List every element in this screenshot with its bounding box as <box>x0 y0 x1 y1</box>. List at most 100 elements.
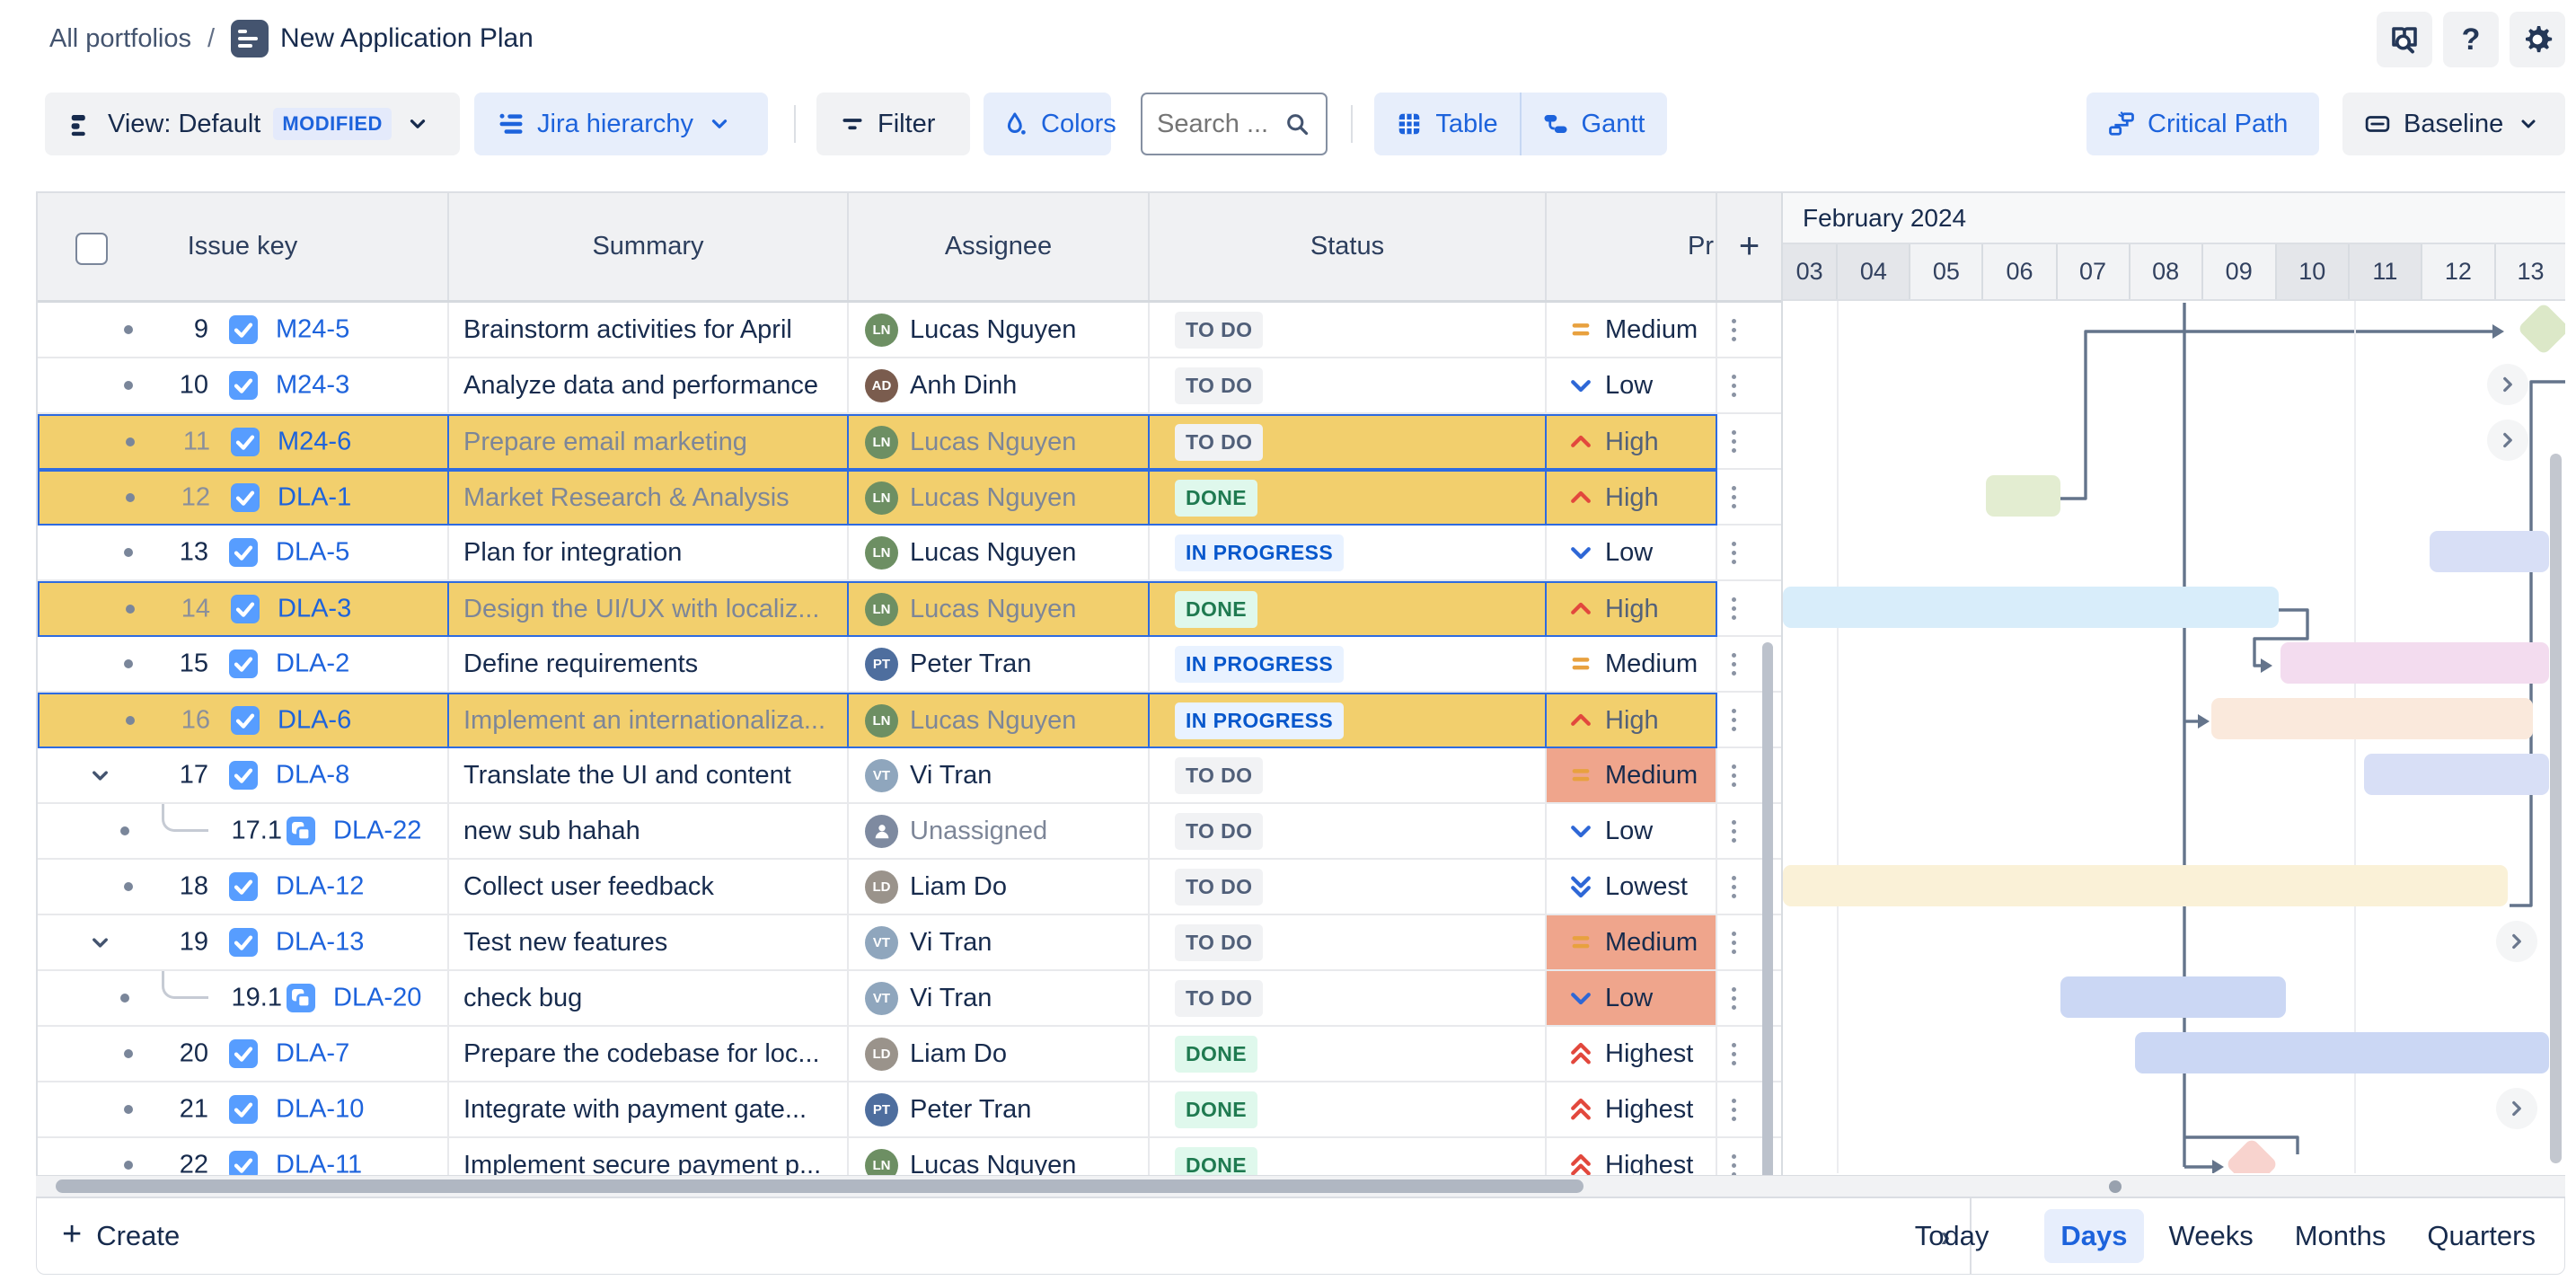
gantt-bar-DLA-3[interactable] <box>1783 587 2279 628</box>
status-cell[interactable]: TO DO <box>1150 915 1547 971</box>
table-row-DLA-6[interactable]: 16DLA-6Implement an internationaliza...L… <box>38 693 1781 748</box>
assignee-cell[interactable]: LNLucas Nguyen <box>849 1138 1150 1175</box>
issue-key-cell[interactable]: 17DLA-8 <box>38 748 449 804</box>
summary-cell[interactable]: Collect user feedback <box>449 860 849 915</box>
priority-cell[interactable]: High <box>1547 470 1717 526</box>
help-button[interactable]: ? <box>2443 12 2499 67</box>
status-cell[interactable]: DONE <box>1150 1082 1547 1138</box>
gantt-offscreen-button-M24-6[interactable] <box>2487 420 2528 461</box>
view-selector-button[interactable]: View: Default MODIFIED <box>45 93 460 155</box>
row-menu-button[interactable] <box>1732 597 1736 620</box>
row-menu-button[interactable] <box>1732 542 1736 564</box>
status-cell[interactable]: IN PROGRESS <box>1150 637 1547 693</box>
table-row-DLA-13[interactable]: 19DLA-13Test new featuresVTVi TranTO DOM… <box>38 915 1781 971</box>
breadcrumb-all-portfolios[interactable]: All portfolios <box>49 24 191 54</box>
table-row-DLA-10[interactable]: 21DLA-10Integrate with payment gate...PT… <box>38 1082 1781 1138</box>
priority-cell[interactable]: High <box>1547 693 1717 748</box>
row-menu-button[interactable] <box>1732 375 1736 397</box>
gantt-milestone-M24-5[interactable] <box>2517 302 2565 355</box>
issue-key-link[interactable]: DLA-7 <box>276 1039 349 1069</box>
row-menu-button[interactable] <box>1732 653 1736 676</box>
summary-cell[interactable]: Prepare email marketing <box>449 414 849 470</box>
gantt-milestone-DLA-11[interactable] <box>2225 1137 2278 1173</box>
row-menu-button[interactable] <box>1732 486 1736 508</box>
filter-button[interactable]: Filter <box>816 93 970 155</box>
issue-key-link[interactable]: DLA-1 <box>278 483 351 513</box>
issue-key-cell[interactable]: 19DLA-13 <box>38 915 449 971</box>
summary-cell[interactable]: Design the UI/UX with localiz... <box>449 581 849 637</box>
priority-cell[interactable]: Low <box>1547 526 1717 581</box>
priority-cell[interactable]: High <box>1547 581 1717 637</box>
summary-cell[interactable]: Implement secure payment p... <box>449 1138 849 1175</box>
row-menu-button[interactable] <box>1732 709 1736 731</box>
assignee-cell[interactable]: VTVi Tran <box>849 915 1150 971</box>
table-hscroll-thumb[interactable] <box>56 1179 1584 1193</box>
status-cell[interactable]: TO DO <box>1150 971 1547 1027</box>
gantt-bar-DLA-12[interactable] <box>1783 865 2508 906</box>
issue-key-link[interactable]: DLA-8 <box>276 761 349 791</box>
table-row-DLA-3[interactable]: 14DLA-3Design the UI/UX with localiz...L… <box>38 581 1781 637</box>
gantt-bar-DLA-7[interactable] <box>2135 1032 2549 1073</box>
status-cell[interactable]: TO DO <box>1150 860 1547 915</box>
row-menu-button[interactable] <box>1732 1043 1736 1065</box>
table-row-M24-6[interactable]: 11M24-6Prepare email marketingLNLucas Ng… <box>38 414 1781 470</box>
select-all-checkbox[interactable] <box>75 233 108 265</box>
create-button[interactable]: + Create <box>62 1198 180 1274</box>
table-row-DLA-12[interactable]: 18DLA-12Collect user feedbackLDLiam DoTO… <box>38 860 1781 915</box>
issue-key-cell[interactable]: 13DLA-5 <box>38 526 449 581</box>
priority-cell[interactable]: High <box>1547 414 1717 470</box>
assignee-cell[interactable]: VTVi Tran <box>849 971 1150 1027</box>
assignee-cell[interactable]: LNLucas Nguyen <box>849 414 1150 470</box>
priority-cell[interactable]: Low <box>1547 804 1717 860</box>
add-column-button[interactable]: + <box>1717 193 1781 300</box>
issue-key-cell[interactable]: 22DLA-11 <box>38 1138 449 1175</box>
table-row-M24-3[interactable]: 10M24-3Analyze data and performanceADAnh… <box>38 358 1781 414</box>
assignee-cell[interactable]: PTPeter Tran <box>849 637 1150 693</box>
hierarchy-selector-button[interactable]: Jira hierarchy <box>474 93 768 155</box>
gantt-offscreen-button-M24-3[interactable] <box>2487 364 2528 405</box>
row-menu-button[interactable] <box>1732 820 1736 843</box>
assignee-cell[interactable]: LDLiam Do <box>849 1027 1150 1082</box>
issue-key-cell[interactable]: 17.1DLA-22 <box>38 804 449 860</box>
zoom-option-quarters[interactable]: Quarters <box>2411 1209 2552 1263</box>
table-row-DLA-11[interactable]: 22DLA-11Implement secure payment p...LNL… <box>38 1138 1781 1175</box>
row-menu-button[interactable] <box>1732 932 1736 954</box>
issue-key-cell[interactable]: 9M24-5 <box>38 303 449 358</box>
issue-key-link[interactable]: DLA-5 <box>276 538 349 568</box>
status-cell[interactable]: DONE <box>1150 581 1547 637</box>
assignee-cell[interactable]: ADAnh Dinh <box>849 358 1150 414</box>
baseline-button[interactable]: Baseline <box>2342 93 2565 155</box>
column-header-assignee[interactable]: Assignee <box>849 193 1150 300</box>
gantt-offscreen-button-DLA-10[interactable] <box>2496 1088 2537 1129</box>
table-row-DLA-5[interactable]: 13DLA-5Plan for integrationLNLucas Nguye… <box>38 526 1781 581</box>
issue-key-cell[interactable]: 12DLA-1 <box>38 470 449 526</box>
summary-cell[interactable]: Brainstorm activities for April <box>449 303 849 358</box>
assignee-cell[interactable]: LNLucas Nguyen <box>849 581 1150 637</box>
status-cell[interactable]: IN PROGRESS <box>1150 526 1547 581</box>
issue-key-link[interactable]: DLA-22 <box>333 817 421 846</box>
assignee-cell[interactable]: Unassigned <box>849 804 1150 860</box>
table-row-DLA-8[interactable]: 17DLA-8Translate the UI and contentVTVi … <box>38 748 1781 804</box>
issue-key-link[interactable]: DLA-2 <box>276 649 349 679</box>
summary-cell[interactable]: Prepare the codebase for loc... <box>449 1027 849 1082</box>
priority-cell[interactable]: Low <box>1547 971 1717 1027</box>
status-cell[interactable]: TO DO <box>1150 414 1547 470</box>
issue-key-link[interactable]: DLA-20 <box>333 984 421 1013</box>
gantt-bar-DLA-20[interactable] <box>2060 976 2286 1018</box>
priority-cell[interactable]: Medium <box>1547 915 1717 971</box>
issue-key-cell[interactable]: 20DLA-7 <box>38 1027 449 1082</box>
gantt-bar-DLA-1[interactable] <box>1986 475 2060 517</box>
row-menu-button[interactable] <box>1732 1154 1736 1176</box>
issue-key-cell[interactable]: 14DLA-3 <box>38 581 449 637</box>
issue-key-link[interactable]: DLA-10 <box>276 1095 364 1125</box>
issue-key-cell[interactable]: 16DLA-6 <box>38 693 449 748</box>
status-cell[interactable]: TO DO <box>1150 804 1547 860</box>
summary-cell[interactable]: Implement an internationaliza... <box>449 693 849 748</box>
status-cell[interactable]: TO DO <box>1150 358 1547 414</box>
critical-path-button[interactable]: Critical Path <box>2086 93 2319 155</box>
summary-cell[interactable]: Analyze data and performance <box>449 358 849 414</box>
column-header-summary[interactable]: Summary <box>449 193 849 300</box>
row-menu-button[interactable] <box>1732 1099 1736 1121</box>
column-header-priority[interactable]: Pr <box>1547 193 1717 300</box>
table-view-button[interactable]: Table <box>1374 93 1520 155</box>
